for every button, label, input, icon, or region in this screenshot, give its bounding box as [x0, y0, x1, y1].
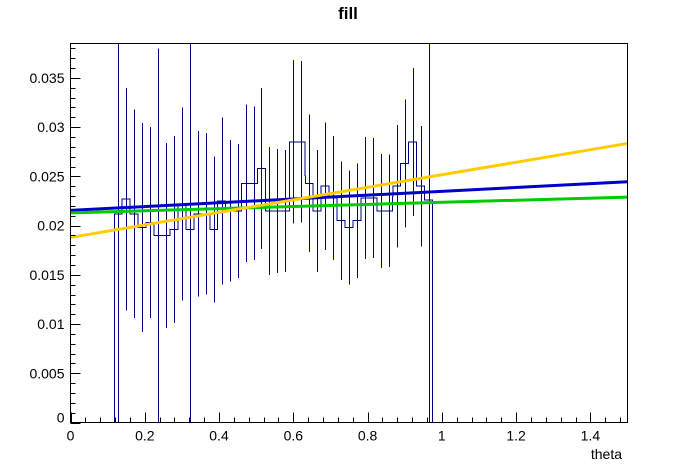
y-tick-label: 0.01 — [37, 316, 64, 332]
x-tick-label: 0.4 — [209, 428, 229, 444]
page-title: fill — [338, 4, 358, 23]
y-tick-label: 0.015 — [29, 267, 64, 283]
y-tick-label: 0 — [57, 410, 65, 426]
x-tick-label: 1.4 — [581, 428, 601, 444]
y-tick-label: 0.035 — [29, 70, 64, 86]
y-tick-label: 0.02 — [37, 218, 64, 234]
x-tick-label: 0.6 — [284, 428, 304, 444]
axis-ticks — [70, 48, 621, 424]
y-tick-label: 0.03 — [37, 119, 64, 135]
histogram-series — [113, 43, 434, 423]
x-tick-label: 1 — [438, 428, 446, 444]
y-tick-label: 0.005 — [29, 365, 64, 381]
y-tick-label: 0.025 — [29, 168, 64, 184]
axis-tick-labels: 0 0.2 0.4 0.6 0.8 1 1.2 1.4 0 0.005 0.01 0.015 0.02 0… — [29, 70, 600, 444]
plot-frame — [70, 43, 628, 423]
x-tick-label: 0.8 — [358, 428, 378, 444]
x-axis-title: theta — [591, 446, 622, 462]
fit-lines — [70, 141, 628, 239]
x-tick-label: 1.2 — [506, 428, 526, 444]
x-tick-label: 0.2 — [135, 428, 155, 444]
x-tick-label: 0 — [67, 428, 75, 444]
